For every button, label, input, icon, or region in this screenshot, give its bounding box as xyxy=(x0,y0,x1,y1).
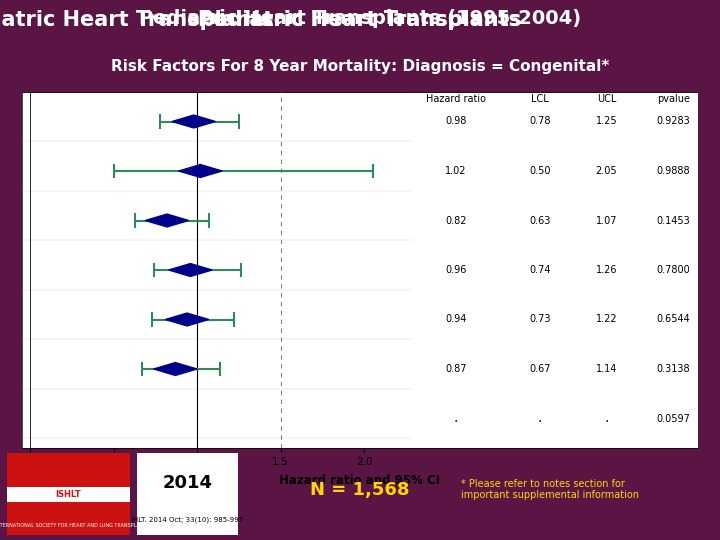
Text: Pediatric Heart Transplants: Pediatric Heart Transplants xyxy=(199,10,521,30)
Text: 0.6544: 0.6544 xyxy=(657,314,690,325)
Text: 1.25: 1.25 xyxy=(595,117,617,126)
Text: 0.96: 0.96 xyxy=(446,265,467,275)
X-axis label: Hazard ratio and 95% CI: Hazard ratio and 95% CI xyxy=(279,474,441,487)
Text: 0.74: 0.74 xyxy=(529,265,550,275)
Text: ISHLT • INTERNATIONAL SOCIETY FOR HEART AND LUNG TRANSPLANTATION: ISHLT • INTERNATIONAL SOCIETY FOR HEART … xyxy=(0,523,161,528)
Text: 1.07: 1.07 xyxy=(595,215,617,226)
Text: 0.94: 0.94 xyxy=(446,314,467,325)
Bar xyxy=(7,487,130,502)
Text: ISHLT: ISHLT xyxy=(55,490,81,498)
Bar xyxy=(137,453,238,536)
Text: 0.98: 0.98 xyxy=(446,117,467,126)
Text: Hazard ratio: Hazard ratio xyxy=(426,94,486,104)
Text: JHLT. 2014 Oct; 33(10): 985-995: JHLT. 2014 Oct; 33(10): 985-995 xyxy=(131,517,243,523)
Text: 1.22: 1.22 xyxy=(595,314,617,325)
Text: 1.02: 1.02 xyxy=(446,166,467,176)
Text: 0.73: 0.73 xyxy=(529,314,550,325)
Polygon shape xyxy=(145,214,189,227)
Text: Pediatric Heart Transplants: Pediatric Heart Transplants xyxy=(0,10,274,30)
Text: 2.05: 2.05 xyxy=(595,166,617,176)
Text: 0.9888: 0.9888 xyxy=(657,166,690,176)
Text: 0.63: 0.63 xyxy=(529,215,550,226)
Text: 1.26: 1.26 xyxy=(595,265,617,275)
Text: 0.1453: 0.1453 xyxy=(657,215,690,226)
Text: 0.50: 0.50 xyxy=(529,166,550,176)
Text: .: . xyxy=(604,411,608,426)
Text: * Please refer to notes section for
important supplemental information: * Please refer to notes section for impo… xyxy=(461,478,639,500)
Text: LCL: LCL xyxy=(531,94,549,104)
Text: Pediatric Heart Transplants: Pediatric Heart Transplants xyxy=(199,10,521,30)
Text: 0.67: 0.67 xyxy=(529,364,550,374)
Polygon shape xyxy=(172,115,215,128)
Text: .: . xyxy=(454,411,458,426)
Text: 0.0597: 0.0597 xyxy=(657,414,690,423)
Text: 1.14: 1.14 xyxy=(596,364,617,374)
Text: Risk Factors For 8 Year Mortality: Diagnosis = Congenital*: Risk Factors For 8 Year Mortality: Diagn… xyxy=(111,59,609,73)
Text: 0.3138: 0.3138 xyxy=(657,364,690,374)
Text: 0.9283: 0.9283 xyxy=(657,117,690,126)
Bar xyxy=(7,453,130,536)
Text: Pediatric Heart Transplants (1995-2004): Pediatric Heart Transplants (1995-2004) xyxy=(139,9,581,28)
Text: 0.87: 0.87 xyxy=(446,364,467,374)
Polygon shape xyxy=(166,313,209,326)
Text: 0.78: 0.78 xyxy=(529,117,550,126)
Text: 0.7800: 0.7800 xyxy=(657,265,690,275)
Polygon shape xyxy=(179,165,222,178)
Polygon shape xyxy=(168,264,212,276)
Text: UCL: UCL xyxy=(597,94,616,104)
Polygon shape xyxy=(153,362,197,375)
Text: 0.82: 0.82 xyxy=(446,215,467,226)
Text: .: . xyxy=(537,411,542,426)
Text: N = 1,568: N = 1,568 xyxy=(310,481,410,498)
Text: 2014: 2014 xyxy=(162,474,212,492)
Text: pvalue: pvalue xyxy=(657,94,690,104)
